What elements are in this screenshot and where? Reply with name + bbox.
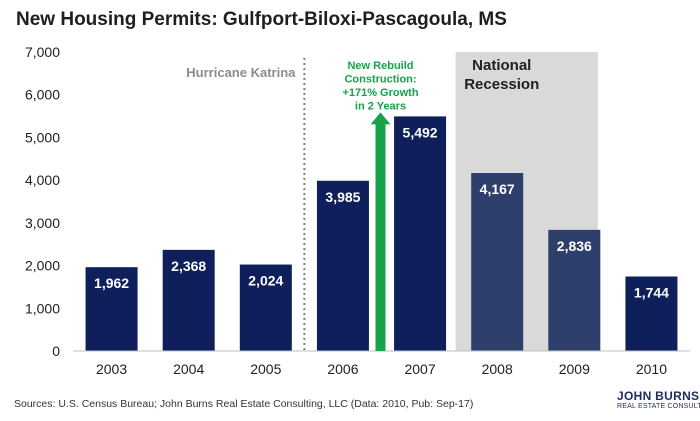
- growth-arrow-shaft: [375, 122, 386, 351]
- data-label: 2,836: [557, 238, 592, 254]
- x-tick-label: 2009: [559, 361, 590, 377]
- growth-arrow-head: [370, 112, 391, 125]
- source-note: Sources: U.S. Census Bureau; John Burns …: [14, 398, 474, 410]
- growth-annotation-line: +171% Growth: [342, 87, 418, 99]
- company-logo: JOHN BURNS REAL ESTATE CONSULTING: [617, 389, 700, 410]
- x-tick-label: 2010: [636, 361, 667, 377]
- y-tick-label: 1,000: [25, 300, 60, 316]
- growth-annotation-line: Construction:: [344, 74, 416, 86]
- bar-2008: [471, 173, 524, 351]
- bar-2006: [316, 180, 369, 351]
- recession-annotation-line: National: [472, 57, 531, 74]
- bar-2005: [239, 264, 292, 351]
- logo-sub-text: REAL ESTATE CONSULTING: [617, 403, 700, 410]
- bar-chart: 0 1,000 2,000 3,000 4,000 5,000 6,000 7,000 1,96…: [25, 44, 690, 377]
- recession-annotation-line: Recession: [464, 76, 539, 93]
- x-tick-label: 2007: [404, 361, 435, 377]
- data-label: 1,962: [94, 275, 129, 291]
- x-tick-label: 2004: [173, 361, 204, 377]
- data-label: 1,744: [634, 285, 669, 301]
- bar-2004: [162, 249, 215, 351]
- data-label: 4,167: [480, 181, 515, 197]
- growth-annotation-line: in 2 Years: [355, 101, 406, 113]
- y-tick-label: 5,000: [25, 129, 60, 145]
- data-label: 5,492: [403, 124, 438, 140]
- x-tick-label: 2008: [482, 361, 513, 377]
- y-tick-label: 6,000: [25, 87, 60, 103]
- logo-main-text: JOHN BURNS: [617, 389, 700, 403]
- growth-annotation-line: New Rebuild: [347, 60, 413, 72]
- chart-title: New Housing Permits: Gulfport-Biloxi-Pas…: [16, 9, 507, 30]
- x-tick-label: 2003: [96, 361, 127, 377]
- data-label: 2,024: [248, 273, 283, 289]
- bar-2003: [85, 267, 138, 351]
- x-tick-label: 2005: [250, 361, 281, 377]
- y-tick-label: 7,000: [25, 44, 60, 60]
- y-tick-label: 0: [52, 343, 60, 359]
- x-tick-label: 2006: [327, 361, 358, 377]
- data-label: 2,368: [171, 258, 206, 274]
- y-tick-label: 4,000: [25, 172, 60, 188]
- data-label: 3,985: [325, 189, 360, 205]
- bar-2009: [548, 229, 601, 351]
- bar-2010: [625, 276, 678, 351]
- katrina-annotation: Hurricane Katrina: [186, 65, 296, 80]
- bar-2007: [394, 116, 447, 351]
- y-tick-label: 3,000: [25, 215, 60, 231]
- y-tick-label: 2,000: [25, 258, 60, 274]
